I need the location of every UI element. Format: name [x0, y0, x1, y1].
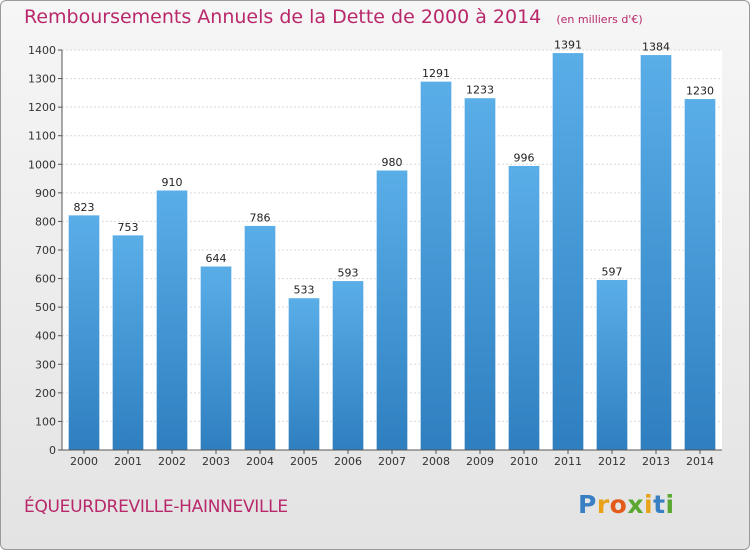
x-tick-label-2011: 2011 — [554, 455, 582, 468]
bar-2006 — [331, 280, 365, 451]
chart-unit: (en milliers d'€) — [556, 13, 643, 26]
x-tick-label-2007: 2007 — [378, 455, 406, 468]
bar-2010 — [507, 164, 541, 451]
x-tick-label-2012: 2012 — [598, 455, 626, 468]
logo-letter: i — [665, 490, 675, 519]
value-label-2004: 786 — [250, 211, 271, 224]
value-label-2008: 1291 — [422, 67, 450, 80]
value-label-2005: 533 — [294, 284, 315, 297]
x-tick-label-2000: 2000 — [70, 455, 98, 468]
value-label-2011: 1391 — [554, 39, 582, 52]
logo-letter: t — [653, 490, 666, 519]
value-label-2014: 1230 — [686, 85, 714, 98]
bar-2005 — [287, 297, 321, 451]
y-tick-label: 900 — [35, 187, 56, 200]
location-name: ÉQUEURDREVILLE-HAINNEVILLE — [24, 497, 288, 517]
y-tick-label: 600 — [35, 273, 56, 286]
y-tick-label: 100 — [35, 415, 56, 428]
x-tick-label-2004: 2004 — [246, 455, 274, 468]
bar-2001 — [111, 234, 145, 451]
x-tick-label-2002: 2002 — [158, 455, 186, 468]
value-label-2002: 910 — [162, 176, 183, 189]
y-tick-label: 300 — [35, 358, 56, 371]
x-tick-label-2008: 2008 — [422, 455, 450, 468]
chart-title: Remboursements Annuels de la Dette de 20… — [24, 6, 542, 28]
y-tick-label: 500 — [35, 301, 56, 314]
logo-letter: r — [596, 490, 610, 519]
proxiti-logo: Proxiti — [578, 490, 675, 519]
value-label-2010: 996 — [514, 151, 535, 164]
bar-2014 — [683, 98, 717, 451]
bar-2000 — [67, 214, 101, 451]
x-tick-label-2010: 2010 — [510, 455, 538, 468]
bar-2008 — [419, 80, 453, 451]
y-tick-label: 1200 — [28, 101, 56, 114]
bar-2003 — [199, 265, 233, 451]
y-tick-label: 1300 — [28, 73, 56, 86]
y-tick-label: 700 — [35, 244, 56, 257]
logo-letter: i — [644, 490, 654, 519]
x-tick-label-2003: 2003 — [202, 455, 230, 468]
bar-2004 — [243, 224, 277, 451]
x-tick-label-2013: 2013 — [642, 455, 670, 468]
value-label-2001: 753 — [118, 221, 139, 234]
value-label-2003: 644 — [206, 252, 227, 265]
x-tick-label-2006: 2006 — [334, 455, 362, 468]
y-tick-label: 0 — [49, 444, 56, 457]
value-label-2009: 1233 — [466, 84, 494, 97]
logo-letter: P — [578, 490, 597, 519]
logo-letter: x — [627, 490, 644, 519]
bar-2007 — [375, 169, 409, 451]
value-label-2000: 823 — [74, 201, 95, 214]
logo-letter: o — [609, 490, 628, 519]
bar-2002 — [155, 189, 189, 451]
bar-2013 — [639, 54, 673, 451]
value-label-2012: 597 — [602, 265, 623, 278]
bar-2009 — [463, 97, 497, 451]
bar-2012 — [595, 278, 629, 451]
y-tick-label: 1000 — [28, 158, 56, 171]
x-tick-label-2005: 2005 — [290, 455, 318, 468]
value-label-2006: 593 — [338, 267, 359, 280]
title-row: Remboursements Annuels de la Dette de 20… — [24, 6, 643, 28]
value-label-2007: 980 — [382, 156, 403, 169]
x-tick-label-2009: 2009 — [466, 455, 494, 468]
y-tick-label: 400 — [35, 330, 56, 343]
value-label-2013: 1384 — [642, 41, 670, 54]
x-tick-label-2001: 2001 — [114, 455, 142, 468]
x-tick-label-2014: 2014 — [686, 455, 714, 468]
y-tick-label: 800 — [35, 215, 56, 228]
y-tick-label: 1400 — [28, 44, 56, 57]
y-tick-label: 1100 — [28, 130, 56, 143]
bar-2011 — [551, 52, 585, 451]
y-tick-label: 200 — [35, 387, 56, 400]
